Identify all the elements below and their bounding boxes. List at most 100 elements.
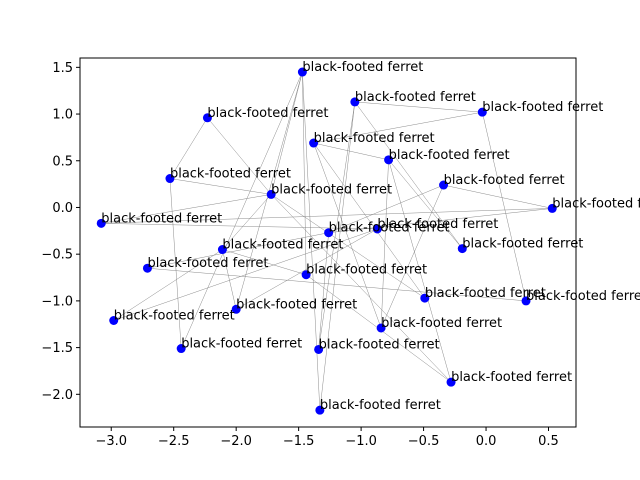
data-point xyxy=(266,189,276,199)
graph-edge xyxy=(443,184,553,209)
graph-edge xyxy=(101,208,553,224)
graph-edge xyxy=(354,101,463,249)
x-tick-label: −3.0 xyxy=(95,434,127,449)
data-point xyxy=(297,67,307,77)
point-label: black-footed ferret xyxy=(302,60,423,75)
data-point xyxy=(314,344,324,354)
data-point xyxy=(217,245,227,255)
point-label: black-footed ferret xyxy=(207,106,328,121)
graph-edge xyxy=(271,194,425,299)
point-label: black-footed ferret xyxy=(526,289,640,304)
graph-edge xyxy=(482,112,527,301)
point-label: black-footed ferret xyxy=(306,263,427,278)
graph-edge xyxy=(318,101,356,350)
graph-edge xyxy=(180,71,303,349)
point-label: black-footed ferret xyxy=(377,217,498,232)
point-label: black-footed ferret xyxy=(101,211,222,226)
graph-edge xyxy=(101,194,272,224)
axes-frame xyxy=(79,57,577,428)
x-tick-label: 0.5 xyxy=(538,434,559,449)
graph-edge xyxy=(222,194,272,250)
point-label: black-footed ferret xyxy=(320,398,441,413)
graph-edge xyxy=(380,159,389,328)
graph-edge xyxy=(147,267,527,302)
point-label: black-footed ferret xyxy=(451,370,572,385)
point-label: black-footed ferret xyxy=(271,182,392,197)
graph-edge xyxy=(113,228,378,321)
data-point xyxy=(301,270,311,280)
point-label: black-footed ferret xyxy=(236,297,357,312)
point-label: black-footed ferret xyxy=(444,173,565,188)
graph-edge xyxy=(388,159,452,383)
x-tick-label: −2.5 xyxy=(158,434,190,449)
point-label: black-footed ferret xyxy=(381,316,502,331)
point-label: black-footed ferret xyxy=(462,237,583,252)
y-tick-label: −1.0 xyxy=(41,294,73,309)
point-label: black-footed ferret xyxy=(147,256,268,271)
graph-edge xyxy=(319,101,356,411)
y-tick-label: −2.0 xyxy=(41,388,73,403)
y-tick-label: 1.5 xyxy=(52,61,73,76)
point-label: black-footed ferret xyxy=(355,90,476,105)
graph-edge xyxy=(302,72,307,275)
data-point xyxy=(231,304,241,314)
graph-edge xyxy=(222,249,237,310)
graph-edge xyxy=(313,142,426,299)
y-tick-label: 0.5 xyxy=(52,154,73,169)
data-point xyxy=(96,218,106,228)
y-tick-label: −1.5 xyxy=(41,341,73,356)
graph-edge xyxy=(388,159,463,249)
graph-edge xyxy=(147,232,329,269)
data-point xyxy=(477,107,487,117)
data-point xyxy=(165,174,175,184)
point-label: black-footed ferret xyxy=(114,309,235,324)
data-point xyxy=(309,138,319,148)
point-label: black-footed ferret xyxy=(170,167,291,182)
data-point xyxy=(109,316,119,326)
point-label: black-footed ferret xyxy=(425,286,546,301)
x-tick-label: −1.0 xyxy=(345,434,377,449)
y-tick-label: 0.0 xyxy=(52,201,73,216)
graph-edge xyxy=(236,228,378,310)
graph-edge xyxy=(222,249,307,275)
point-label: black-footed ferret xyxy=(482,100,603,115)
graph-edge xyxy=(302,71,321,411)
data-point xyxy=(384,155,394,165)
data-point xyxy=(446,377,456,387)
y-axis: −2.0 −1.5 −1.0 −0.5 0.0 0.5 1.0 1.5 xyxy=(41,61,80,403)
data-point xyxy=(521,296,531,306)
data-point xyxy=(142,263,152,273)
graph-edge xyxy=(270,71,303,195)
data-point xyxy=(176,344,186,354)
data-point xyxy=(376,323,386,333)
point-label: black-footed ferret xyxy=(181,337,302,352)
data-point xyxy=(372,224,382,234)
graph-edge xyxy=(313,142,389,161)
point-label: black-footed ferret xyxy=(314,131,435,146)
x-tick-label: −2.0 xyxy=(220,434,252,449)
point-label: black-footed ferret xyxy=(552,196,640,211)
data-point xyxy=(315,405,325,415)
graph-edge xyxy=(313,111,483,144)
graph-edge xyxy=(380,184,444,329)
points-layer xyxy=(96,67,557,415)
data-point xyxy=(350,97,360,107)
data-point xyxy=(547,203,557,213)
data-point xyxy=(439,180,449,190)
point-label: black-footed ferret xyxy=(319,337,440,352)
point-label: black-footed ferret xyxy=(222,238,343,253)
graph-edge xyxy=(207,117,272,195)
graph-edge xyxy=(101,223,378,230)
graph-edge xyxy=(113,249,223,321)
data-point xyxy=(457,244,467,254)
edges-layer xyxy=(101,71,553,411)
x-axis: −3.0 −2.5 −2.0 −1.5 −1.0 −0.5 0.0 0.5 xyxy=(95,427,559,449)
point-label: black-footed ferret xyxy=(389,148,510,163)
data-point xyxy=(324,228,334,238)
graph-edge xyxy=(354,101,483,113)
graph-edge xyxy=(169,178,272,195)
graph-edge xyxy=(270,194,452,383)
